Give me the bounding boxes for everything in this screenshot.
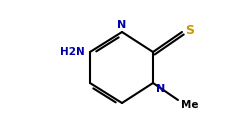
Text: N: N <box>156 84 165 94</box>
Text: N: N <box>117 20 127 30</box>
Text: Me: Me <box>181 100 199 110</box>
Text: H2N: H2N <box>60 47 85 57</box>
Text: S: S <box>185 24 194 38</box>
